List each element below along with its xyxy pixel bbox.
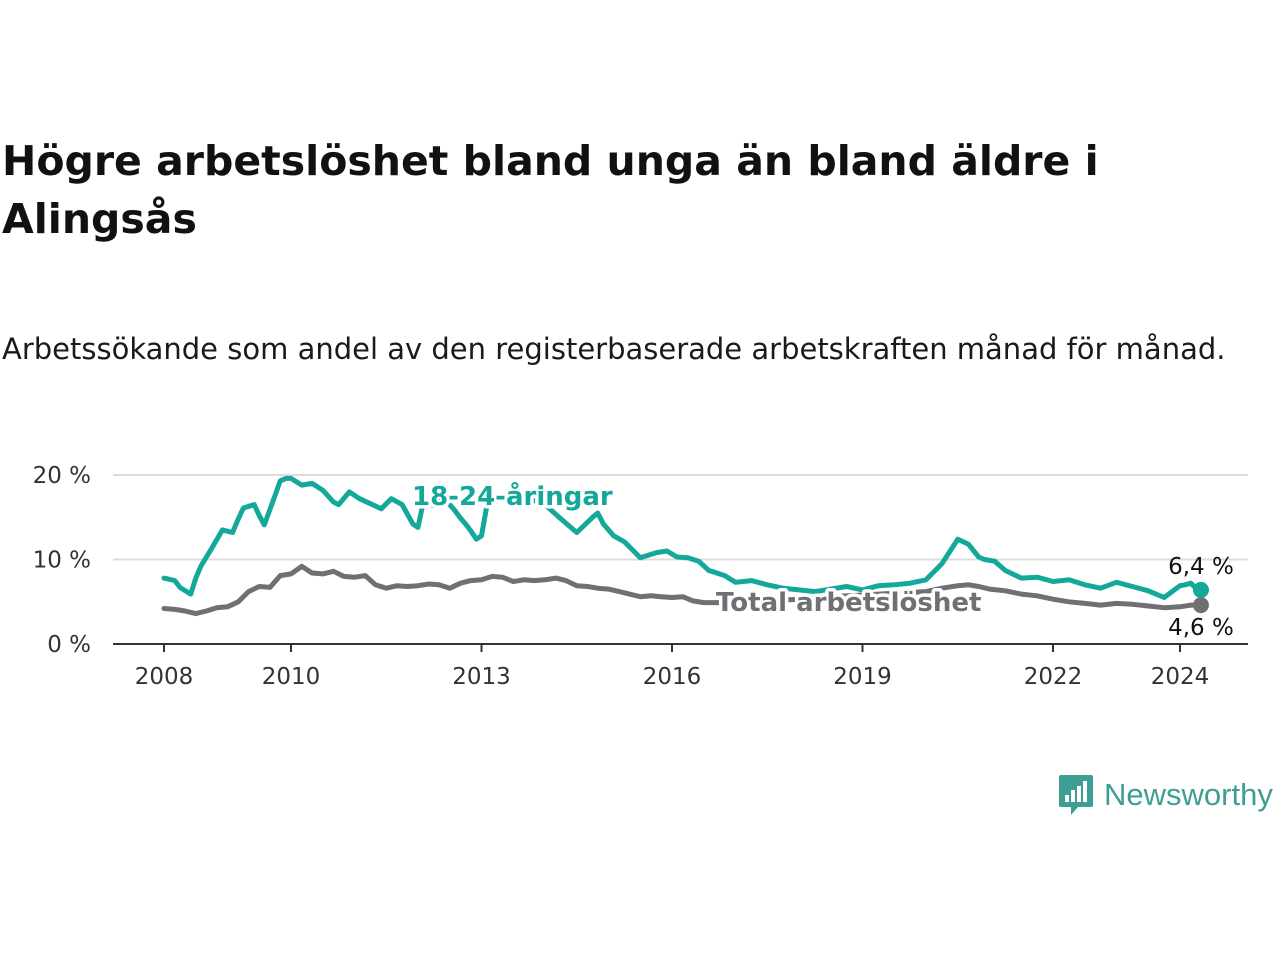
x-tick-label: 2013 <box>452 664 511 690</box>
y-tick-label: 10 % <box>33 548 91 574</box>
x-tick-label: 2008 <box>135 664 194 690</box>
series-line-youth <box>161 475 1204 600</box>
chart-title: Högre arbetslöshet bland unga än bland ä… <box>2 137 1099 243</box>
x-tick-label: 2019 <box>833 664 892 690</box>
x-tick-label: 2024 <box>1151 664 1210 690</box>
x-tick-label: 2016 <box>643 664 702 690</box>
series-lines <box>161 475 1209 617</box>
series-label-youth: 18-24-åringar <box>412 480 613 512</box>
line-chart: 0 % 10 % 20 % 2008 2010 2013 2016 2019 2022 2024… <box>33 463 1248 690</box>
x-tick-label: 2010 <box>262 664 321 690</box>
series-labels: 18-24-åringar Total arbetslöshet 6,4 % 4,6 … <box>409 477 1234 642</box>
series-line-total <box>161 563 1204 617</box>
y-axis-ticks: 0 % 10 % 20 % <box>33 463 91 658</box>
chart-subtitle: Arbetssökande som andel av den registerb… <box>2 332 1226 366</box>
end-value-total: 4,6 % <box>1168 615 1234 641</box>
y-tick-label: 0 % <box>47 632 91 658</box>
bar-chart-speech-bubble-icon <box>1059 775 1093 815</box>
end-value-youth: 6,4 % <box>1168 554 1234 580</box>
series-label-total: Total arbetslöshet <box>716 588 981 618</box>
brand-name: Newsworthy <box>1104 777 1273 812</box>
x-tick-label: 2022 <box>1024 664 1083 690</box>
x-axis-ticks: 2008 2010 2013 2016 2019 2022 2024 <box>135 644 1210 690</box>
y-tick-label: 20 % <box>33 463 91 489</box>
series-end-point <box>1192 597 1209 614</box>
series-end-point <box>1192 581 1209 598</box>
newsworthy-brand: Newsworthy <box>1058 772 1273 818</box>
